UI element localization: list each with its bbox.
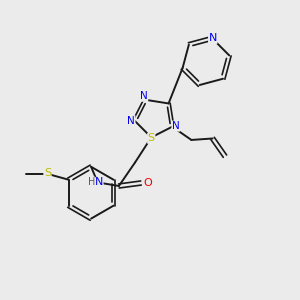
Text: N: N [208,33,217,43]
Text: H: H [88,177,95,187]
Text: N: N [127,116,135,126]
Text: O: O [143,178,152,188]
Text: S: S [148,133,155,143]
Text: S: S [44,168,51,178]
Text: N: N [172,121,180,131]
Text: N: N [95,177,103,188]
Text: N: N [140,91,148,101]
